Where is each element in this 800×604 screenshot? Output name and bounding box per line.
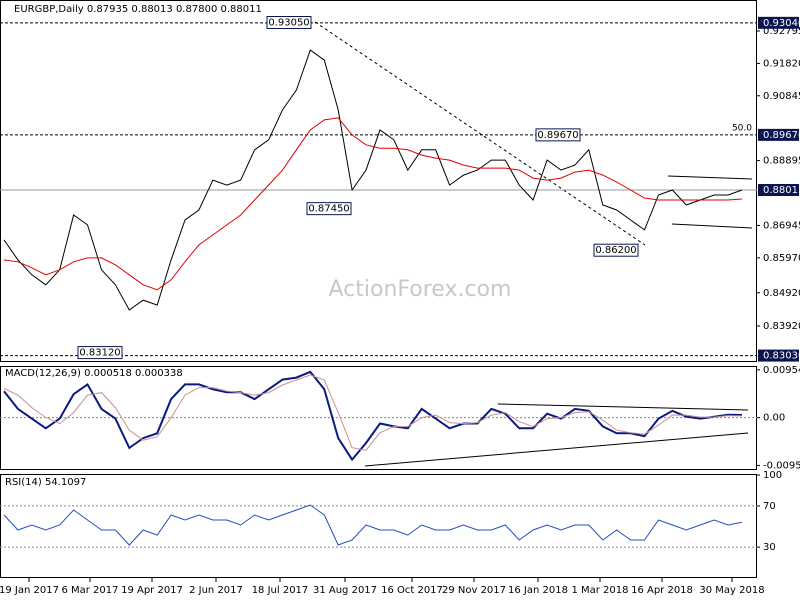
series-line xyxy=(3,374,743,451)
price-header: EURGBP,Daily 0.87935 0.88013 0.87800 0.8… xyxy=(14,4,262,15)
y-tick-label: 0.88895 xyxy=(763,156,800,167)
y-tick-label: 30 xyxy=(763,542,776,553)
annotation-label: 0.87450 xyxy=(308,204,349,215)
x-tick-label: 1 Mar 2018 xyxy=(571,585,628,596)
x-tick-label: 30 May 2018 xyxy=(699,585,764,596)
fib-label: 50.0 xyxy=(732,124,752,134)
x-tick-label: 16 Jan 2018 xyxy=(508,585,568,596)
level-label: 0.89670 xyxy=(763,130,800,141)
x-tick-label: 19 Jan 2017 xyxy=(0,585,59,596)
annotation-box xyxy=(593,243,639,257)
rsi-panel xyxy=(0,474,757,578)
x-tick-label: 18 Jul 2017 xyxy=(252,585,309,596)
series-line xyxy=(3,117,743,291)
annotation-label: 0.86200 xyxy=(595,245,636,256)
channel-line xyxy=(671,223,753,229)
last-price-tag xyxy=(758,184,799,197)
series-line xyxy=(3,504,743,546)
level-tag xyxy=(758,16,799,29)
x-tick-label: 6 Mar 2017 xyxy=(61,585,118,596)
y-tick-label: -0.009538 xyxy=(763,460,800,471)
y-tick-label: 0.00954 xyxy=(763,365,800,376)
annotation-box xyxy=(535,128,581,142)
macd-trend-line xyxy=(497,403,749,411)
level-tag xyxy=(758,128,799,141)
channel-line xyxy=(667,175,753,180)
annotation-box xyxy=(77,346,123,360)
x-tick-label: 29 Nov 2017 xyxy=(442,585,506,596)
x-tick-label: 2 Jun 2017 xyxy=(189,585,243,596)
rsi-header: RSI(14) 54.1097 xyxy=(5,477,86,488)
y-tick-label: 100 xyxy=(763,470,782,481)
price-panel xyxy=(0,0,757,362)
annotation-box xyxy=(306,202,352,216)
y-tick-label: 0.86945 xyxy=(763,220,800,231)
trend-line xyxy=(314,21,646,246)
series-line xyxy=(3,49,743,311)
x-tick-label: 16 Oct 2017 xyxy=(381,585,443,596)
annotation-label: 0.93050 xyxy=(268,18,309,29)
annotation-box xyxy=(266,16,312,30)
y-tick-label: 0.92795 xyxy=(763,26,800,37)
y-tick-label: 0.00 xyxy=(763,413,785,424)
y-tick-label: 0.90845 xyxy=(763,91,800,102)
macd-trend-line xyxy=(364,432,749,467)
level-tag xyxy=(758,349,799,362)
last-price-label: 0.88011 xyxy=(763,185,800,196)
x-tick-label: 19 Apr 2017 xyxy=(121,585,183,596)
watermark: ActionForex.com xyxy=(329,277,512,302)
series-line xyxy=(3,370,743,462)
y-tick-label: 70 xyxy=(763,501,776,512)
annotation-label: 0.89670 xyxy=(537,130,578,141)
annotation-label: 0.83120 xyxy=(79,348,120,359)
macd-header: MACD(12,26,9) 0.000518 0.000338 xyxy=(5,368,183,379)
x-tick-label: 16 Apr 2018 xyxy=(631,585,693,596)
x-tick-label: 31 Aug 2017 xyxy=(313,585,377,596)
